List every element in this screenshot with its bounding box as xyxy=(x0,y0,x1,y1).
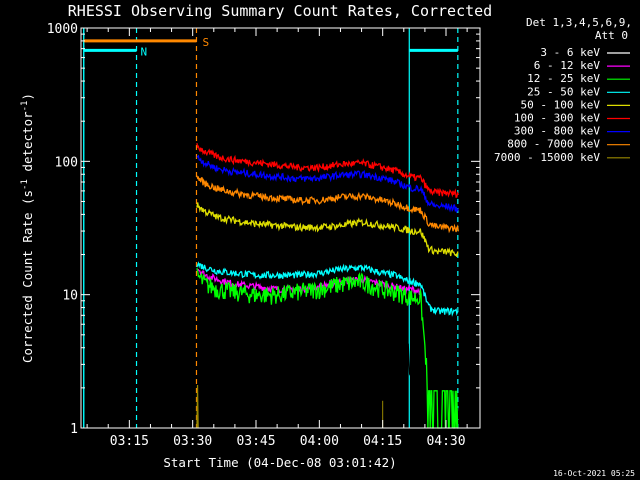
x-axis-label: Start Time (04-Dec-08 03:01:42) xyxy=(163,455,396,470)
x-tick-label: 03:30 xyxy=(173,434,212,449)
legend-label: 50 - 100 keV xyxy=(521,98,601,111)
y-axis-label-end: ) xyxy=(20,93,35,101)
x-tick-label: 04:30 xyxy=(426,434,465,449)
y-axis-label-sup2: -1 xyxy=(20,101,30,112)
series-line-3-6kev xyxy=(196,299,459,420)
series-line-12-25kev xyxy=(196,268,459,429)
legend-label: 6 - 12 keV xyxy=(534,59,601,72)
legend-label: 800 - 7000 keV xyxy=(507,138,600,151)
series-line-100-300kev xyxy=(196,142,459,198)
series-line-25-50kev xyxy=(196,261,459,317)
y-tick-label: 1000 xyxy=(47,22,78,37)
ticks-layer: 03:15 03:30 03:45 04:00 04:15 04:30 1000 100 10 1 xyxy=(47,22,480,449)
legend-label: 3 - 6 keV xyxy=(540,46,600,59)
lines-layer: NS xyxy=(83,28,459,429)
x-tick-label: 03:15 xyxy=(110,434,149,449)
y-tick-label: 100 xyxy=(55,155,78,170)
series-line-300-800kev xyxy=(196,154,459,214)
y-tick-label: 10 xyxy=(62,289,78,304)
x-tick-label: 04:15 xyxy=(363,434,402,449)
legend-label: 100 - 300 keV xyxy=(514,112,600,125)
legend-label: 7000 - 15000 keV xyxy=(494,151,600,164)
saa-flag-label: S xyxy=(202,36,209,49)
y-tick-label: 1 xyxy=(70,422,78,437)
series-line-50-100kev xyxy=(196,202,459,257)
x-tick-label: 03:45 xyxy=(236,434,275,449)
legend-label: 12 - 25 keV xyxy=(527,72,600,85)
legend-label: 25 - 50 keV xyxy=(527,85,600,98)
plot-frame xyxy=(80,27,481,429)
y-axis-label-part2: detector xyxy=(20,111,35,179)
y-axis-label: Corrected Count Rate (s-1 detector-1) xyxy=(20,93,35,363)
footer-timestamp: 16-Oct-2021 05:25 xyxy=(553,469,635,478)
chart-title: RHESSI Observing Summary Count Rates, Co… xyxy=(68,2,492,20)
legend-header-line1: Det 1,3,4,5,6,9, xyxy=(526,16,632,29)
legend-label: 300 - 800 keV xyxy=(514,125,600,138)
y-axis-label-part: Corrected Count Rate (s xyxy=(20,190,35,363)
y-axis-label-sup1: -1 xyxy=(20,179,30,190)
legend-header-line2: Att 0 xyxy=(595,29,628,42)
x-tick-label: 04:00 xyxy=(300,434,339,449)
series-line-7000-15000kev xyxy=(196,385,199,429)
series-line-800-7000kev xyxy=(196,175,459,234)
night-flag-label: N xyxy=(141,45,148,58)
